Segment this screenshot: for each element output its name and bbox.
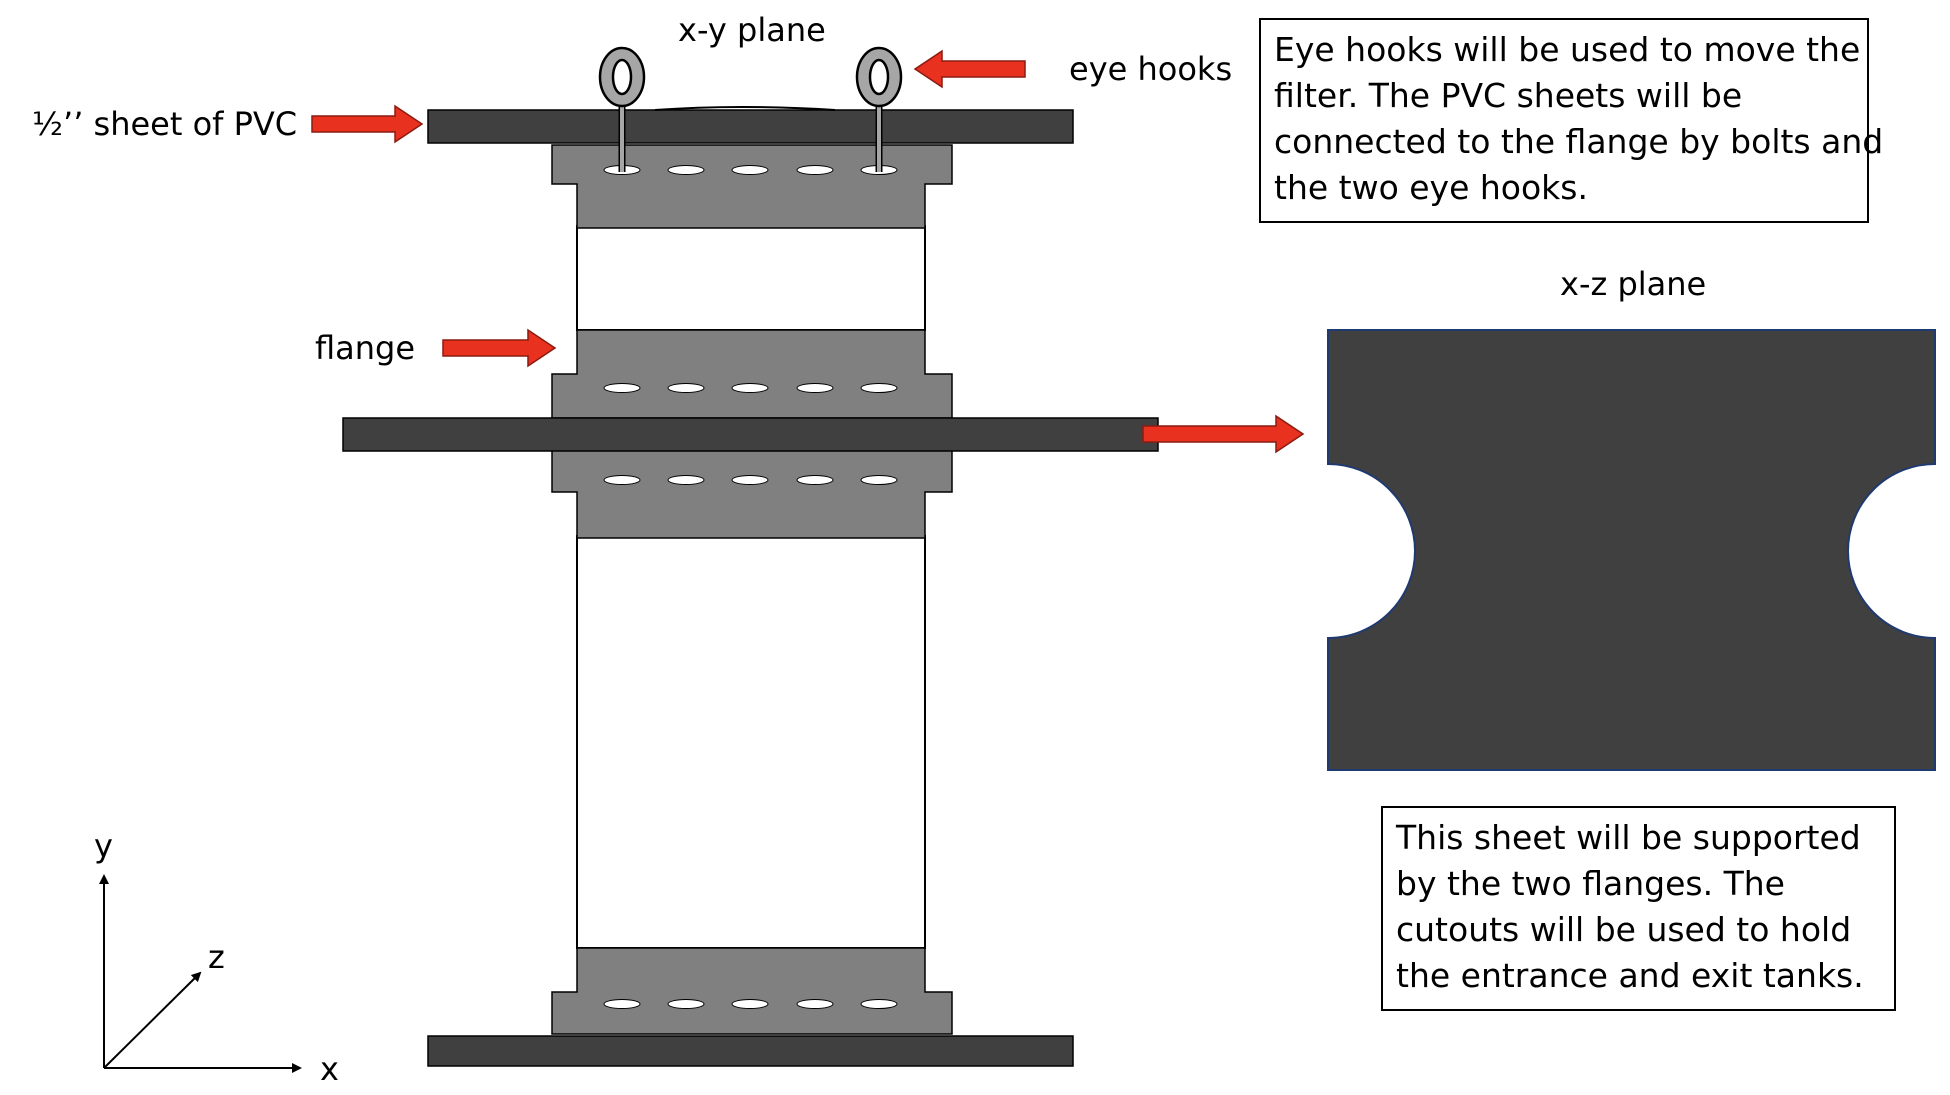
note-bottom-line: by the two flanges. The bbox=[1396, 864, 1785, 903]
bolt-hole bbox=[796, 999, 834, 1009]
bolt-hole bbox=[796, 165, 834, 175]
bolt-holes-top bbox=[603, 165, 898, 175]
bolt-hole bbox=[860, 475, 898, 485]
bolt-hole bbox=[731, 383, 769, 393]
bolt-hole bbox=[603, 475, 641, 485]
label-xy-plane: x-y plane bbox=[678, 11, 826, 49]
bolt-hole bbox=[667, 999, 705, 1009]
bolt-hole bbox=[667, 475, 705, 485]
bolt-hole bbox=[731, 475, 769, 485]
bolt-hole bbox=[731, 165, 769, 175]
bolt-hole bbox=[860, 383, 898, 393]
label-flange: flange bbox=[315, 329, 415, 367]
bolt-holes-middle-upper bbox=[603, 383, 898, 393]
arrow-xz-plane bbox=[1142, 414, 1305, 454]
axis-label-x: x bbox=[320, 1050, 339, 1088]
bolt-hole bbox=[667, 165, 705, 175]
column-body-lower bbox=[576, 535, 926, 949]
bolt-hole bbox=[603, 383, 641, 393]
label-eye-hooks: eye hooks bbox=[1069, 50, 1232, 88]
column-body-upper bbox=[576, 225, 926, 331]
bolt-hole bbox=[603, 999, 641, 1009]
bolt-holes-bottom bbox=[603, 999, 898, 1009]
flange-middle-upper bbox=[551, 329, 953, 419]
bolt-hole bbox=[796, 383, 834, 393]
label-xz-plane: x-z plane bbox=[1560, 265, 1706, 303]
bolt-holes-middle-lower bbox=[603, 475, 898, 485]
bolt-hole bbox=[667, 383, 705, 393]
flange-middle-lower bbox=[551, 449, 953, 539]
note-bottom-line: This sheet will be supported bbox=[1395, 818, 1861, 857]
note-top-line: connected to the flange by bolts and bbox=[1274, 122, 1883, 161]
top-sheet-curve bbox=[654, 106, 836, 111]
arrow-pvc-sheet bbox=[311, 104, 424, 144]
flange-bottom bbox=[551, 947, 953, 1035]
xz-plane-sheet bbox=[1327, 329, 1936, 771]
note-bottom-line: cutouts will be used to hold bbox=[1396, 910, 1851, 949]
eye-hook-left-icon bbox=[598, 46, 646, 172]
flange-top bbox=[551, 144, 953, 229]
pvc-sheet-bottom bbox=[427, 1035, 1074, 1067]
arrow-flange bbox=[442, 328, 557, 368]
note-box-bottom: This sheet will be supported by the two … bbox=[1381, 806, 1896, 1011]
label-pvc-sheet: ½’’ sheet of PVC bbox=[32, 105, 297, 143]
bolt-hole bbox=[860, 999, 898, 1009]
note-top-line: the two eye hooks. bbox=[1274, 168, 1588, 207]
axis-label-y: y bbox=[94, 827, 113, 865]
axis-label-z: z bbox=[208, 938, 225, 976]
arrow-eye-hooks bbox=[913, 49, 1026, 89]
pvc-sheet-top bbox=[427, 109, 1074, 144]
pvc-sheet-middle bbox=[342, 417, 1159, 452]
note-box-top: Eye hooks will be used to move the filte… bbox=[1259, 18, 1883, 223]
note-top-line: filter. The PVC sheets will be bbox=[1274, 76, 1742, 115]
note-top-line: Eye hooks will be used to move the bbox=[1274, 30, 1860, 69]
eye-hook-right-icon bbox=[855, 46, 903, 172]
bolt-hole bbox=[731, 999, 769, 1009]
bolt-hole bbox=[796, 475, 834, 485]
note-bottom-line: the entrance and exit tanks. bbox=[1396, 956, 1864, 995]
axes-icon bbox=[99, 874, 302, 1073]
